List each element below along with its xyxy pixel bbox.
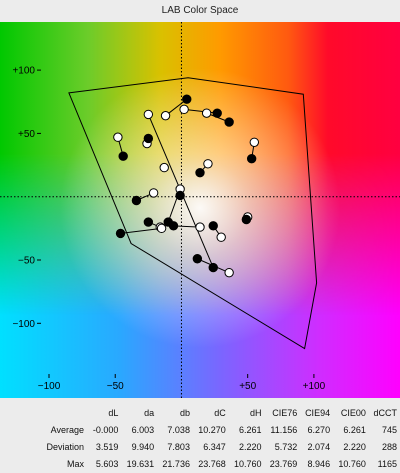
x-tick-label: −50 — [107, 381, 124, 392]
stat-cell: 7.038 — [167, 424, 190, 435]
y-tick-label: +100 — [12, 66, 35, 77]
stat-cell: 1165 — [377, 458, 397, 469]
target-point — [212, 108, 222, 118]
target-point — [192, 254, 203, 264]
measured-point — [249, 137, 260, 147]
lab-chart: +100 +50 −50 −100 −100 −50 +50 +100 — [0, 22, 400, 398]
row-label: Max — [66, 458, 84, 469]
stats-header-row: dL da db dC dH CIE76 CIE94 CIE00 dCCT — [0, 404, 400, 421]
stat-cell: 19.631 — [126, 458, 155, 469]
column-header: CIE94 — [305, 407, 331, 418]
measured-point — [216, 232, 226, 242]
measured-point — [160, 110, 171, 121]
statistics-panel: dL da db dC dH CIE76 CIE94 CIE00 dCCT Av… — [0, 398, 400, 473]
stat-cell: 9.940 — [131, 441, 155, 452]
target-point — [175, 190, 185, 201]
y-tick-label: −50 — [18, 256, 35, 267]
error-vector-line — [184, 108, 218, 114]
stats-corner — [0, 404, 88, 421]
stat-cell: 2.220 — [343, 441, 366, 452]
lab-chart-area: +100 +50 −50 −100 −100 −50 +50 +100 — [0, 22, 400, 398]
stats-row-average: Average -0.000 6.003 7.038 10.270 6.261 … — [0, 421, 400, 438]
stat-cell: 10.270 — [198, 424, 226, 435]
stat-cell: 23.769 — [269, 458, 298, 469]
measured-point — [113, 132, 123, 142]
x-tick-label: +50 — [239, 381, 256, 392]
x-tick-label: −100 — [38, 381, 61, 392]
measured-point — [195, 222, 205, 232]
measured-point — [159, 162, 169, 173]
stat-cell: 10.760 — [338, 458, 366, 469]
target-point — [143, 133, 154, 144]
stat-cell: 5.603 — [95, 458, 119, 469]
stat-cell: 11.156 — [270, 424, 298, 435]
column-header: dCCT — [373, 407, 397, 418]
measured-point — [148, 188, 159, 198]
measured-point — [179, 104, 189, 115]
x-tick-label: +100 — [303, 381, 326, 392]
measured-point — [201, 108, 212, 118]
stat-cell: 6.003 — [131, 424, 155, 435]
target-point — [208, 221, 218, 231]
target-point — [224, 117, 234, 127]
y-tick-label: −100 — [12, 319, 35, 330]
target-point — [182, 94, 192, 104]
target-point — [246, 154, 257, 164]
row-label: Average — [50, 424, 84, 435]
stat-cell: 8.946 — [307, 458, 331, 469]
column-header: CIE76 — [272, 407, 298, 418]
target-point — [118, 151, 128, 161]
gamut-outline — [68, 77, 318, 350]
error-vector-line — [120, 227, 162, 234]
target-point — [115, 228, 126, 239]
stat-cell: 21.736 — [162, 458, 190, 469]
column-header: db — [179, 407, 190, 418]
measured-point — [143, 109, 154, 120]
measured-point — [203, 159, 213, 169]
stat-cell: 2.074 — [307, 441, 331, 452]
column-header: da — [144, 407, 155, 418]
row-label: Deviation — [46, 441, 84, 452]
stat-cell: 3.519 — [95, 441, 119, 452]
stat-cell: 6.261 — [343, 424, 366, 435]
stat-cell: 6.347 — [203, 441, 226, 452]
stats-row-max: Max 5.603 19.631 21.736 23.768 10.760 23… — [0, 455, 400, 472]
stat-cell: 10.760 — [233, 458, 262, 469]
column-header: dC — [214, 407, 226, 418]
stat-cell: 745 — [381, 424, 397, 435]
statistics-table: dL da db dC dH CIE76 CIE94 CIE00 dCCT Av… — [0, 404, 400, 472]
y-tick-label: +50 — [18, 129, 35, 140]
stat-cell: -0.000 — [92, 424, 119, 435]
stat-cell: 7.803 — [167, 441, 190, 452]
stat-cell: 23.768 — [198, 458, 226, 469]
stat-cell: 5.732 — [274, 441, 298, 452]
target-point — [241, 214, 252, 225]
target-point — [168, 221, 179, 231]
target-point — [208, 262, 218, 273]
stat-cell: 288 — [381, 441, 397, 452]
stat-cell: 6.261 — [238, 424, 262, 435]
measured-point — [224, 267, 234, 278]
stat-cell: 6.270 — [307, 424, 331, 435]
window-title: LAB Color Space — [161, 5, 239, 16]
column-header: CIE00 — [340, 407, 366, 418]
stats-row-deviation: Deviation 3.519 9.940 7.803 6.347 2.220 … — [0, 438, 400, 455]
column-header: dH — [249, 407, 262, 418]
target-point — [131, 195, 142, 206]
target-point — [143, 217, 154, 227]
measured-point — [156, 223, 167, 234]
stat-cell: 2.220 — [238, 441, 262, 452]
target-point — [195, 167, 205, 178]
column-header: dL — [108, 407, 119, 418]
